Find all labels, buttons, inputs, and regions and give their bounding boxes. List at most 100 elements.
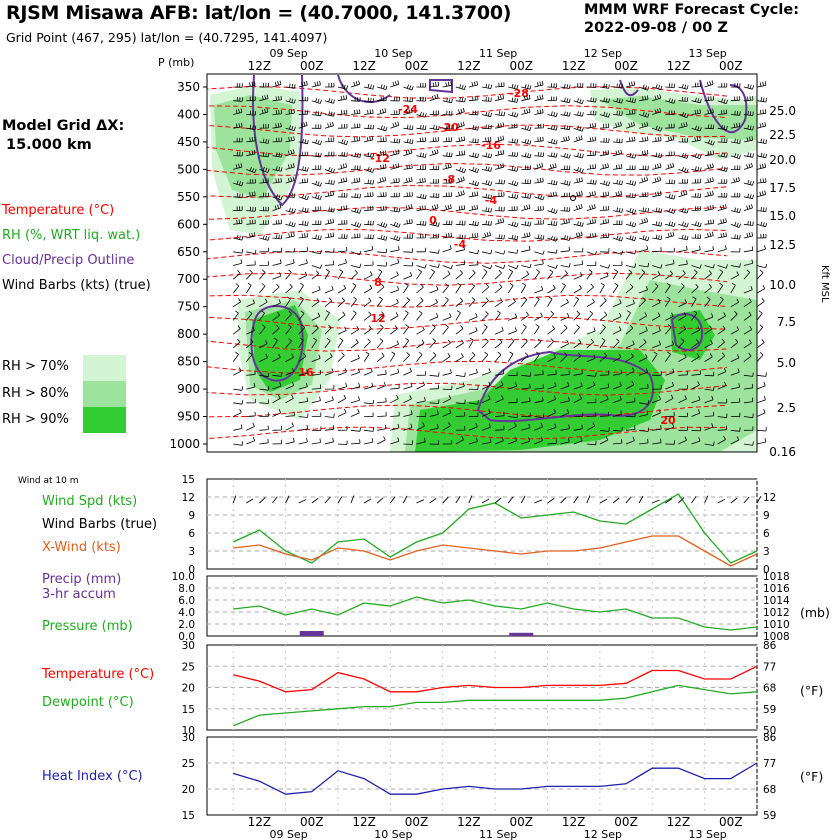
wind-barb [377,424,387,431]
wind-barb [311,124,322,129]
precip-panel-right-tick: 1016 [763,583,790,595]
wind-barb [481,381,491,390]
wind-barb [233,235,244,241]
wind-barb [678,270,686,280]
wind-barb [730,282,736,294]
wind-barb [403,282,409,294]
surface-wind-barb [494,497,502,504]
time-tick-top: 00Z [719,59,743,73]
wind-barb [573,339,582,349]
wind-barb [652,152,663,158]
wind-barb [612,282,619,294]
wind-barb [494,264,506,269]
time-tick-top: 00Z [614,59,638,73]
wind-barb [678,325,687,335]
wind-barb [468,95,479,102]
wind-barb [429,440,440,445]
wind-barb [455,372,466,377]
wind-barb [494,351,502,362]
wind-barb [403,367,412,376]
wind-barb [599,233,610,239]
wind-barb [285,83,296,89]
wind-barb [730,110,741,116]
legend-precip: Precip (mm) [42,572,122,587]
wind-barb [442,192,453,198]
wind-barb [495,425,505,431]
wind-barb [272,394,281,404]
pressure-tick-label: 350 [177,80,200,94]
forecast-cycle-value: 2022-09-08 / 00 Z [584,20,728,36]
temperature-contour [206,294,728,308]
wind-barb [534,194,545,201]
wind-barb [586,422,596,431]
wind-barb [246,326,255,335]
wind-barb [364,220,374,226]
wind-barb [324,413,335,418]
wind-barb [350,207,362,214]
wind-barb [481,124,492,130]
dewpoint-line [232,684,758,727]
wind-barb [364,412,374,417]
legend-temperature: Temperature (°C) [2,203,115,218]
pressure-axis-title: P (mb) [158,56,194,69]
wind-barb [756,324,764,335]
wind-barb [494,283,503,294]
wind-barb [233,249,244,254]
wind-barb [364,124,374,130]
wind-barb [547,191,557,198]
wind-barb [311,98,322,104]
wind-barb [730,368,740,376]
wind-barb [691,125,702,132]
wind-barb [324,111,335,117]
wind-barb [508,264,519,270]
wind-barb [494,269,502,280]
wind-barb [403,164,413,170]
wind-barb [298,369,308,376]
wind-barb [573,231,583,239]
wind-barb [534,296,540,307]
wind-barb [272,324,280,335]
wind-barb [468,297,476,307]
wind-barb [599,411,610,417]
wind-barb [678,283,685,294]
legend-swatch-rh90 [83,407,126,433]
legend-wind-barbs: Wind Barbs (kts) (true) [2,278,151,293]
surface-wind-barb [547,498,555,504]
time-tick-top: 00Z [510,59,534,73]
wind-barb [311,370,322,376]
wind-barb [285,207,296,214]
date-label-bottom: 11 Sep [479,828,517,840]
wind-barb [507,338,515,349]
wind-barb [298,259,308,266]
wind-barb [403,204,413,211]
wind-barb [652,264,663,269]
wind-barb [756,163,767,170]
wind-barb [534,94,544,102]
wind-barb [508,97,519,103]
wind-barb [311,165,322,170]
wind-barb [638,84,650,91]
wind-barb [652,438,662,445]
wind-barb [429,384,439,390]
wind-barb [717,264,728,269]
legend-rh90: RH > 90% [2,412,69,427]
wind-barb [756,352,764,362]
wind-barb [743,232,754,239]
surface-wind-barb [534,499,542,504]
wind-barb [652,221,663,227]
wind-barb [337,297,345,307]
wind-barb [639,207,650,213]
wind-barb [285,367,295,376]
wind-barb [429,424,439,431]
surface-wind-barb [350,495,355,504]
wind-barb [625,299,635,308]
wind-barb [416,220,427,226]
wind-barb [363,338,371,349]
date-label-bottom: 12 Sep [584,828,622,840]
surface-wind-barb [246,498,254,504]
wind-barb [743,246,754,253]
wind-barb [285,422,294,431]
wind-barb [350,296,357,307]
wind-barb [743,339,752,349]
wind-barb [665,440,675,445]
